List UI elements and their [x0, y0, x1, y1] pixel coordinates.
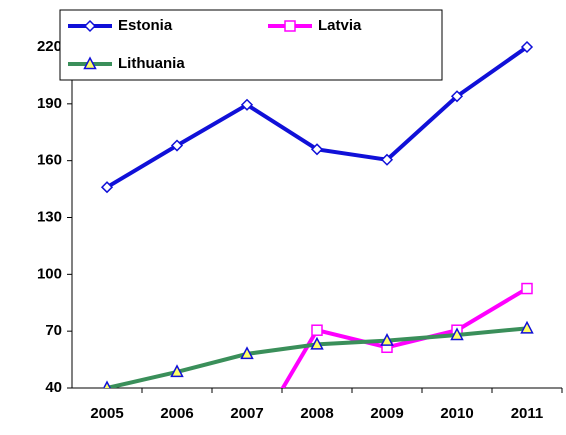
- y-tick-label: 70: [45, 322, 62, 339]
- x-tick-label: 2009: [370, 405, 403, 422]
- data-point: [240, 98, 254, 111]
- plot-area: [100, 40, 534, 388]
- data-point: [520, 320, 534, 334]
- data-point: [100, 181, 114, 194]
- data-point: [170, 139, 184, 152]
- data-point: [450, 90, 464, 103]
- data-point: [521, 282, 533, 295]
- data-point: [311, 324, 323, 336]
- data-point: [380, 153, 394, 166]
- x-tick-label: 2010: [440, 405, 473, 422]
- y-tick-label: 40: [45, 379, 62, 396]
- legend-label: Latvia: [318, 17, 362, 34]
- data-point: [310, 336, 324, 350]
- x-tick-label: 2006: [160, 405, 193, 422]
- legend-marker: [284, 20, 296, 32]
- x-tick-label: 2008: [300, 405, 333, 422]
- data-point: [450, 327, 464, 341]
- legend-marker: [83, 19, 97, 33]
- data-point: [240, 346, 254, 360]
- legend-label: Estonia: [118, 17, 173, 34]
- data-point: [310, 143, 324, 156]
- y-tick-label: 190: [37, 95, 62, 112]
- data-point: [520, 40, 534, 54]
- y-tick-label: 220: [37, 38, 62, 55]
- x-tick-label: 2011: [511, 405, 544, 422]
- legend-label: Lithuania: [118, 55, 185, 72]
- y-tick-label: 160: [37, 152, 62, 169]
- y-tick-label: 100: [37, 265, 62, 282]
- x-tick-label: 2005: [90, 405, 123, 422]
- y-tick-label: 130: [37, 208, 62, 225]
- data-point: [170, 364, 184, 378]
- legend-box: [59, 9, 443, 81]
- x-tick-label: 2007: [230, 405, 263, 422]
- data-point: [380, 333, 394, 346]
- legend-marker: [83, 56, 97, 70]
- data-point: [103, 380, 111, 388]
